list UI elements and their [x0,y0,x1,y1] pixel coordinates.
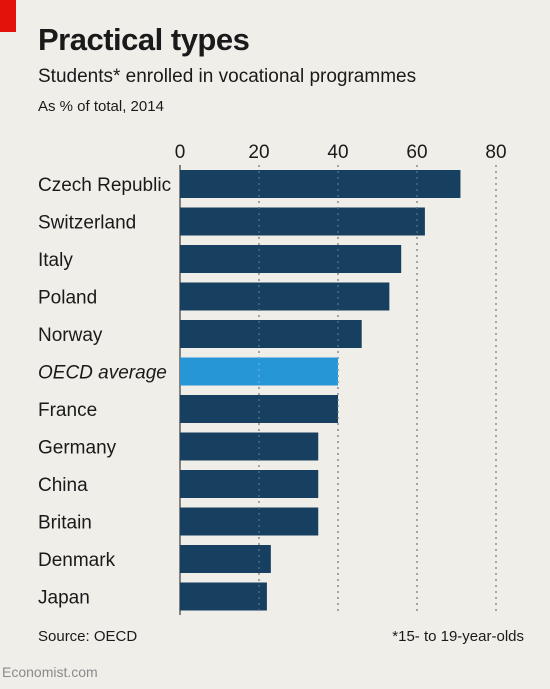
bar-britain [180,507,319,536]
chart-title: Practical types [38,22,250,57]
category-label: France [38,400,97,421]
category-label: China [38,475,88,496]
footnote: *15- to 19-year-olds [392,628,524,645]
category-label: Japan [38,588,90,609]
bar-germany [180,432,319,461]
category-label: Czech Republic [38,175,171,196]
bar-switzerland [180,207,425,236]
bar-denmark [180,545,271,573]
x-tick-label: 0 [175,142,186,163]
category-label: OECD average [38,363,167,384]
bar-poland [180,282,390,311]
x-tick-label: 40 [327,142,348,163]
economist-watermark: Economist.com [2,664,98,680]
x-tick-label: 80 [485,142,506,163]
chart-subtitle: Students* enrolled in vocational program… [38,66,417,87]
bar-oecd-average [180,357,338,386]
x-tick-label: 60 [406,142,427,163]
bar-norway [180,320,362,348]
category-label: Denmark [38,550,116,571]
x-tick-label: 20 [248,142,269,163]
category-label: Norway [38,325,103,346]
brand-red-tag [0,0,16,32]
category-label: Italy [38,250,73,271]
bar-czech-republic [180,170,461,198]
category-label: Poland [38,288,97,309]
bar-france [180,395,338,423]
bar-japan [180,582,267,611]
category-label: Britain [38,513,92,534]
chart-unit-note: As % of total, 2014 [38,98,164,115]
bar-italy [180,245,402,273]
category-label: Germany [38,438,117,459]
source-note: Source: OECD [38,628,138,645]
bar-china [180,470,319,498]
category-label: Switzerland [38,213,136,234]
